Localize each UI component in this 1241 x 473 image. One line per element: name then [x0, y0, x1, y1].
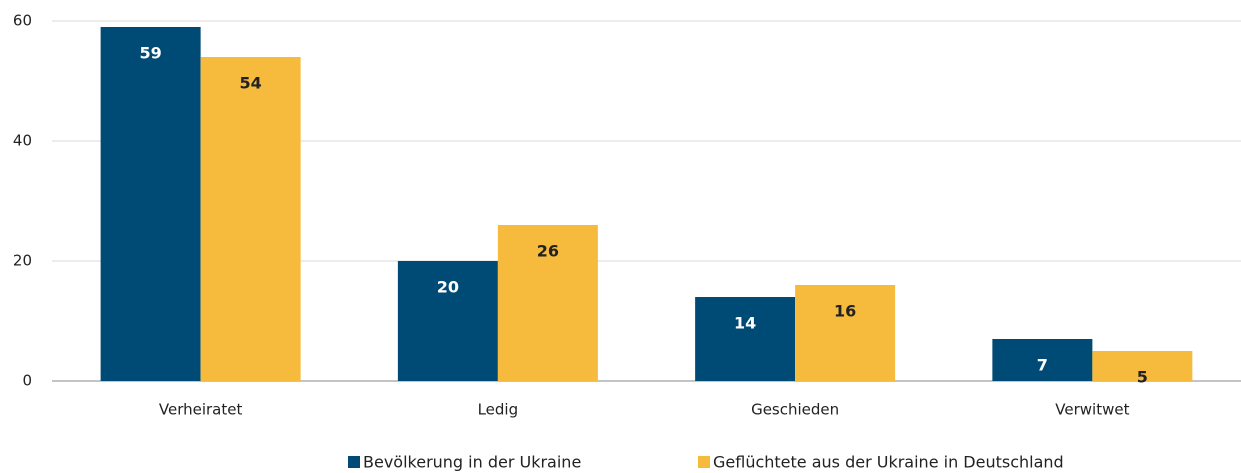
bar — [200, 57, 301, 381]
x-tick-label: Verheiratet — [159, 401, 243, 419]
data-label: 59 — [139, 44, 161, 63]
y-tick-label: 40 — [13, 132, 32, 150]
bar — [397, 261, 498, 381]
bar — [1092, 351, 1193, 381]
x-tick-label: Ledig — [478, 401, 519, 419]
legend-label: Bevölkerung in der Ukraine — [363, 453, 581, 472]
data-label: 5 — [1137, 368, 1148, 387]
x-tick-label: Verwitwet — [1055, 401, 1129, 419]
bar — [497, 225, 598, 381]
y-tick-label: 20 — [13, 252, 32, 270]
data-label: 20 — [437, 278, 459, 297]
legend-label: Geflüchtete aus der Ukraine in Deutschla… — [713, 453, 1064, 472]
y-tick-label: 60 — [13, 12, 32, 30]
bar — [695, 297, 796, 381]
data-label: 7 — [1037, 356, 1048, 375]
data-label: 14 — [734, 314, 756, 333]
legend-swatch — [348, 456, 360, 468]
y-tick-label: 0 — [22, 372, 32, 390]
bar — [992, 339, 1093, 381]
data-label: 26 — [537, 242, 559, 261]
bar — [795, 285, 896, 381]
data-label: 54 — [239, 74, 261, 93]
bar — [100, 27, 201, 381]
x-tick-label: Geschieden — [751, 401, 839, 419]
data-label: 16 — [834, 302, 856, 321]
legend-swatch — [698, 456, 710, 468]
